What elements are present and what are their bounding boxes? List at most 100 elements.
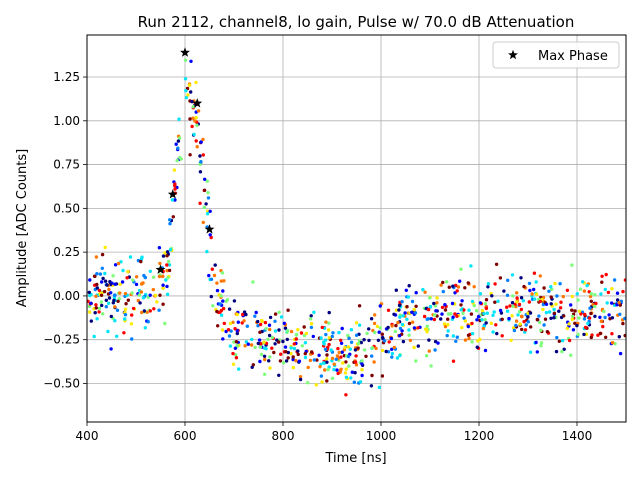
sample-point xyxy=(427,338,431,342)
sample-point xyxy=(219,308,224,313)
sample-point xyxy=(443,303,447,307)
sample-point xyxy=(138,301,142,305)
sample-point xyxy=(155,300,159,304)
sample-point xyxy=(309,314,313,318)
sample-point xyxy=(140,255,144,259)
max-phase-series xyxy=(155,47,215,274)
sample-point xyxy=(113,282,117,286)
sample-point xyxy=(607,313,611,317)
sample-point xyxy=(330,376,335,380)
sample-point xyxy=(486,282,491,286)
sample-point xyxy=(447,285,451,289)
x-tick-label: 800 xyxy=(272,429,295,443)
sample-point xyxy=(491,313,495,317)
sample-point xyxy=(194,116,198,120)
sample-point xyxy=(374,346,378,351)
sample-point xyxy=(216,324,220,328)
x-tick-label: 1000 xyxy=(366,429,397,443)
sample-point xyxy=(369,317,374,321)
sample-point xyxy=(407,321,412,326)
sample-point xyxy=(367,338,371,343)
sample-point xyxy=(188,153,192,157)
sample-point xyxy=(277,310,281,314)
sample-point xyxy=(343,371,348,375)
sample-point xyxy=(289,329,294,334)
y-tick-label: −0.25 xyxy=(43,333,80,347)
sample-point xyxy=(489,321,493,325)
sample-point xyxy=(204,202,208,206)
sample-point xyxy=(92,274,97,278)
sample-point xyxy=(511,294,515,298)
sample-point xyxy=(183,58,188,62)
sample-point xyxy=(579,312,583,316)
sample-point xyxy=(254,310,258,315)
sample-point xyxy=(283,326,288,330)
sample-point xyxy=(232,299,237,303)
sample-point xyxy=(111,274,115,278)
sample-point xyxy=(492,310,496,314)
sample-point xyxy=(281,339,285,344)
sample-point xyxy=(213,263,217,267)
legend-star-marker xyxy=(508,49,518,60)
sample-point xyxy=(459,308,463,312)
sample-point xyxy=(327,336,331,340)
sample-point xyxy=(364,354,368,358)
sample-point xyxy=(570,263,574,267)
sample-point xyxy=(219,313,224,317)
sample-point xyxy=(398,326,403,331)
x-tick-label: 400 xyxy=(76,429,99,443)
sample-point xyxy=(309,317,313,321)
sample-point xyxy=(470,331,475,336)
sample-point xyxy=(195,123,199,128)
sample-point xyxy=(177,117,181,121)
max-phase-star xyxy=(192,98,203,108)
sample-point xyxy=(472,303,476,308)
sample-point xyxy=(263,372,267,376)
sample-point xyxy=(142,309,146,313)
sample-point xyxy=(94,306,99,310)
sample-point xyxy=(445,333,449,338)
sample-point xyxy=(560,349,564,354)
sample-point xyxy=(324,332,328,337)
sample-point xyxy=(458,279,462,283)
sample-point xyxy=(168,222,172,226)
sample-point xyxy=(88,310,92,314)
sample-point xyxy=(187,83,192,87)
sample-point xyxy=(103,245,107,250)
sample-point xyxy=(130,337,134,341)
sample-point xyxy=(541,307,545,312)
sample-point xyxy=(268,327,272,332)
sample-point xyxy=(263,320,268,325)
sample-point xyxy=(95,272,99,276)
sample-point xyxy=(190,99,194,104)
sample-point xyxy=(164,278,168,282)
sample-point xyxy=(340,326,344,331)
sample-point xyxy=(189,90,193,94)
sample-point xyxy=(121,268,125,273)
sample-point xyxy=(618,312,622,316)
sample-point xyxy=(529,325,533,329)
sample-point xyxy=(173,198,177,202)
sample-point xyxy=(412,307,416,312)
sample-point xyxy=(440,305,445,310)
sample-point xyxy=(309,321,314,326)
sample-point xyxy=(425,324,429,328)
sample-point xyxy=(286,356,290,360)
sample-point xyxy=(443,308,448,312)
sample-point xyxy=(331,331,335,335)
sample-point xyxy=(262,346,267,350)
legend-star xyxy=(508,49,518,60)
sample-point xyxy=(176,139,181,143)
sample-point xyxy=(207,273,211,278)
sample-point xyxy=(324,320,328,324)
sample-point xyxy=(510,301,515,305)
sample-point xyxy=(397,334,402,338)
sample-point xyxy=(308,358,313,363)
sample-point xyxy=(277,328,281,332)
sample-point xyxy=(199,160,203,164)
sample-point xyxy=(500,334,504,338)
sample-point xyxy=(113,305,117,309)
sample-point xyxy=(215,309,219,314)
sample-point xyxy=(407,333,411,337)
sample-point xyxy=(569,353,573,357)
